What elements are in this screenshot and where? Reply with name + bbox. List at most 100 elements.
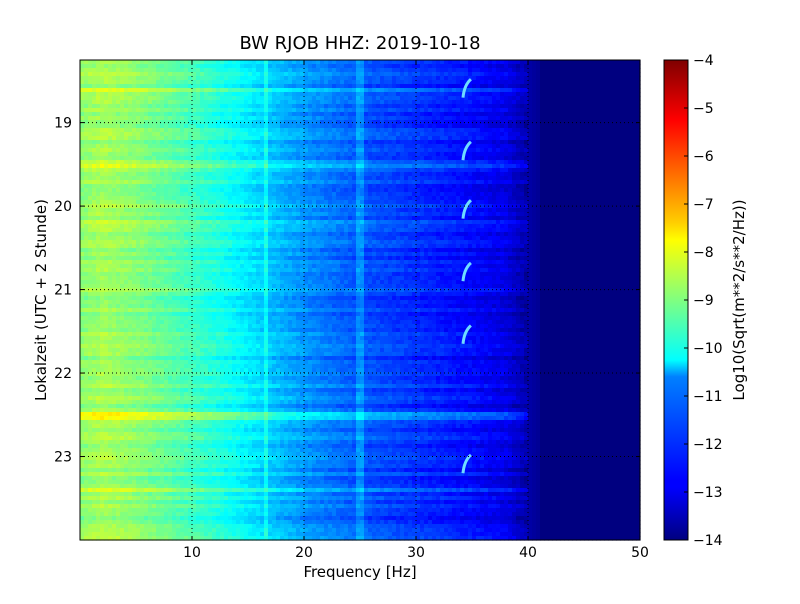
heatmap-cell: [600, 132, 605, 137]
heatmap-cell: [636, 68, 641, 73]
heatmap-cell: [488, 108, 493, 113]
heatmap-cell: [204, 200, 209, 205]
heatmap-cell: [340, 84, 345, 89]
heatmap-cell: [440, 180, 445, 185]
heatmap-cell: [288, 64, 293, 69]
heatmap-cell: [504, 176, 509, 181]
heatmap-cell: [192, 152, 197, 157]
heatmap-cell: [440, 100, 445, 105]
heatmap-cell: [112, 108, 117, 113]
heatmap-cell: [528, 184, 533, 189]
heatmap-cell: [444, 120, 449, 125]
heatmap-cell: [536, 76, 541, 81]
heatmap-cell: [120, 144, 125, 149]
heatmap-cell: [452, 144, 457, 149]
heatmap-cell: [400, 108, 405, 113]
heatmap-cell: [512, 184, 517, 189]
heatmap-cell: [360, 80, 365, 85]
heatmap-cell: [104, 176, 109, 181]
heatmap-cell: [536, 72, 541, 77]
heatmap-cell: [112, 64, 117, 69]
heatmap-cell: [456, 124, 461, 129]
heatmap-cell: [344, 124, 349, 129]
heatmap-cell: [296, 136, 301, 141]
heatmap-cell: [132, 136, 137, 141]
heatmap-cell: [88, 128, 93, 133]
heatmap-cell: [200, 100, 205, 105]
heatmap-cell: [504, 180, 509, 185]
heatmap-cell: [404, 100, 409, 105]
heatmap-cell: [512, 172, 517, 177]
heatmap-cell: [460, 72, 465, 77]
heatmap-cell: [432, 116, 437, 121]
heatmap-cell: [584, 76, 589, 81]
heatmap-cell: [292, 184, 297, 189]
heatmap-cell: [516, 116, 521, 121]
heatmap-cell: [576, 188, 581, 193]
heatmap-cell: [536, 168, 541, 173]
heatmap-cell: [276, 68, 281, 73]
heatmap-cell: [544, 112, 549, 117]
heatmap-cell: [348, 100, 353, 105]
heatmap-cell: [84, 192, 89, 197]
heatmap-cell: [136, 112, 141, 117]
heatmap-cell: [268, 112, 273, 117]
heatmap-cell: [368, 160, 373, 165]
heatmap-cell: [504, 68, 509, 73]
heatmap-cell: [604, 76, 609, 81]
heatmap-cell: [152, 156, 157, 161]
heatmap-cell: [136, 76, 141, 81]
heatmap-cell: [328, 184, 333, 189]
heatmap-cell: [324, 188, 329, 193]
heatmap-cell: [364, 156, 369, 161]
heatmap-cell: [568, 188, 573, 193]
heatmap-cell: [556, 76, 561, 81]
heatmap-cell: [388, 196, 393, 201]
heatmap-cell: [244, 184, 249, 189]
heatmap-cell: [220, 152, 225, 157]
heatmap-cell: [200, 184, 205, 189]
heatmap-cell: [556, 192, 561, 197]
heatmap-cell: [388, 64, 393, 69]
heatmap-cell: [312, 156, 317, 161]
heatmap-cell: [440, 120, 445, 125]
heatmap-cell: [272, 176, 277, 181]
heatmap-cell: [308, 96, 313, 101]
heatmap-cell: [360, 76, 365, 81]
heatmap-cell: [84, 124, 89, 129]
heatmap-cell: [556, 188, 561, 193]
heatmap-cell: [624, 88, 629, 93]
heatmap-cell: [564, 168, 569, 173]
heatmap-cell: [528, 84, 533, 89]
heatmap-cell: [144, 96, 149, 101]
heatmap-cell: [588, 104, 593, 109]
heatmap-cell: [244, 80, 249, 85]
heatmap-cell: [580, 152, 585, 157]
heatmap-cell: [428, 80, 433, 85]
heatmap-cell: [456, 152, 461, 157]
heatmap-cell: [632, 124, 637, 129]
heatmap-cell: [384, 152, 389, 157]
heatmap-cell: [448, 132, 453, 137]
heatmap-cell: [372, 200, 377, 205]
heatmap-cell: [604, 64, 609, 69]
heatmap-cell: [268, 180, 273, 185]
heatmap-cell: [228, 152, 233, 157]
heatmap-cell: [528, 108, 533, 113]
heatmap-cell: [520, 164, 525, 169]
heatmap-cell: [444, 152, 449, 157]
heatmap-cell: [348, 176, 353, 181]
heatmap-cell: [128, 84, 133, 89]
heatmap-cell: [592, 160, 597, 165]
heatmap-cell: [428, 124, 433, 129]
heatmap-cell: [492, 108, 497, 113]
heatmap-cell: [576, 84, 581, 89]
heatmap-cell: [516, 68, 521, 73]
heatmap-cell: [512, 100, 517, 105]
heatmap-cell: [636, 168, 641, 173]
heatmap-cell: [308, 108, 313, 113]
heatmap-cell: [260, 100, 265, 105]
heatmap-cell: [140, 112, 145, 117]
heatmap-cell: [228, 80, 233, 85]
heatmap-cell: [252, 92, 257, 97]
